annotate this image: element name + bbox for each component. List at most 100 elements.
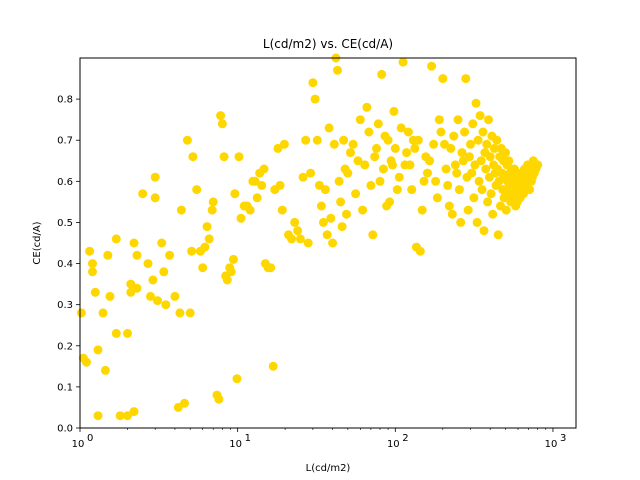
scatter-point xyxy=(417,205,427,215)
scatter-point xyxy=(298,172,308,182)
scatter-point xyxy=(405,160,415,170)
x-tick-exponent: 3 xyxy=(560,433,566,444)
scatter-point xyxy=(200,242,210,252)
chart-title: L(cd/m2) vs. CE(cd/A) xyxy=(263,37,393,51)
scatter-point xyxy=(483,197,493,207)
scatter-point xyxy=(318,217,328,227)
scatter-point xyxy=(429,139,439,149)
scatter-point xyxy=(143,259,153,269)
scatter-point xyxy=(423,168,432,178)
scatter-point xyxy=(165,250,175,260)
scatter-point xyxy=(226,267,236,277)
scatter-point xyxy=(153,296,162,306)
scatter-point xyxy=(415,246,425,256)
scatter-point xyxy=(103,250,113,260)
scatter-point xyxy=(432,193,442,203)
scatter-point xyxy=(348,139,358,149)
scatter-point xyxy=(403,127,413,137)
scatter-point xyxy=(322,230,332,240)
scatter-point xyxy=(472,217,482,227)
scatter-point xyxy=(93,345,103,355)
scatter-point xyxy=(150,193,160,203)
scatter-point xyxy=(312,135,322,145)
scatter-point xyxy=(202,222,212,232)
scatter-point xyxy=(473,135,483,145)
scatter-point xyxy=(268,361,278,371)
scatter-point xyxy=(232,374,242,384)
scatter-point xyxy=(334,176,344,186)
x-tick-exponent: 0 xyxy=(87,433,93,444)
scatter-point xyxy=(214,394,224,404)
scatter-point xyxy=(337,222,347,232)
scatter-point xyxy=(446,143,456,153)
scatter-point xyxy=(533,160,543,170)
scatter-point xyxy=(170,291,180,301)
scatter-point xyxy=(245,205,255,215)
scatter-point xyxy=(287,234,297,244)
scatter-point xyxy=(501,148,510,158)
scatter-point xyxy=(115,411,125,421)
scatter-point xyxy=(234,152,244,162)
scatter-point xyxy=(378,164,388,174)
scatter-point xyxy=(146,291,155,301)
scatter-point xyxy=(372,143,381,153)
scatter-point xyxy=(100,365,110,375)
scatter-point xyxy=(525,185,534,195)
x-tick-label: 10 xyxy=(229,439,242,450)
scatter-point xyxy=(185,308,195,318)
scatter-point xyxy=(366,180,376,190)
scatter-point xyxy=(308,78,318,88)
scatter-point xyxy=(504,156,514,166)
scatter-point xyxy=(132,283,142,293)
scatter-point xyxy=(192,185,202,195)
scatter-point xyxy=(123,328,132,338)
scatter-point xyxy=(129,407,139,417)
scatter-point xyxy=(198,263,208,273)
scatter-point xyxy=(353,156,363,166)
scatter-point xyxy=(150,172,160,182)
scatter-point xyxy=(105,291,115,301)
scatter-point xyxy=(396,123,406,133)
scatter-point xyxy=(438,74,448,84)
scatter-point xyxy=(441,164,451,174)
scatter-point xyxy=(277,205,287,215)
scatter-point xyxy=(343,168,353,178)
scatter-point xyxy=(88,259,97,269)
scatter-point xyxy=(175,308,185,318)
scatter-point xyxy=(182,135,192,145)
scatter-point xyxy=(398,57,408,67)
scatter-point xyxy=(129,238,139,248)
scatter-point xyxy=(93,411,103,421)
scatter-point xyxy=(444,201,454,211)
x-tick-exponent: 1 xyxy=(245,433,251,444)
scatter-point xyxy=(76,308,86,318)
scatter-point xyxy=(484,115,493,125)
y-tick-label: 0.1 xyxy=(57,382,73,393)
scatter-point xyxy=(476,156,486,166)
scatter-point xyxy=(279,139,289,149)
scatter-point xyxy=(443,180,453,190)
scatter-point xyxy=(464,152,474,162)
scatter-point xyxy=(481,164,491,174)
scatter-point xyxy=(346,148,355,158)
scatter-point xyxy=(377,69,387,79)
scatter-point xyxy=(460,127,470,137)
scatter-point xyxy=(290,217,300,227)
scatter-point xyxy=(390,143,400,153)
x-axis-label: L(cd/m2) xyxy=(306,463,351,474)
scatter-point xyxy=(475,111,485,121)
scatter-point xyxy=(485,152,495,162)
y-tick-label: 0.3 xyxy=(57,300,73,311)
scatter-point xyxy=(486,189,496,199)
scatter-point xyxy=(370,152,380,162)
scatter-point xyxy=(385,197,395,207)
scatter-point xyxy=(324,123,334,133)
scatter-point xyxy=(159,267,169,277)
scatter-point xyxy=(457,148,467,158)
scatter-point xyxy=(452,168,462,178)
scatter-point xyxy=(88,267,97,277)
scatter-point xyxy=(123,411,132,421)
scatter-point xyxy=(230,189,240,199)
scatter-point xyxy=(316,201,326,211)
scatter-point xyxy=(461,74,471,84)
